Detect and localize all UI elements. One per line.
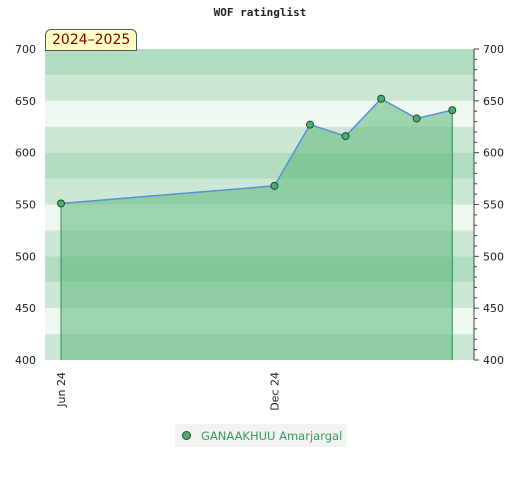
data-point <box>448 106 457 115</box>
y-tick-label-right: 450 <box>483 302 504 315</box>
y-tick-label-left: 600 <box>15 147 36 160</box>
y-tick-label-right: 700 <box>483 43 504 56</box>
x-tick-label: Jun 24 <box>55 372 68 408</box>
grid-band <box>45 74 474 101</box>
y-tick-label-right: 550 <box>483 199 504 212</box>
y-tick-label-right: 400 <box>483 354 504 367</box>
data-point <box>57 199 65 208</box>
grid-band <box>45 49 474 75</box>
y-tick-label-right: 650 <box>483 95 504 108</box>
chart-title: WOF ratinglist <box>213 6 307 19</box>
y-tick-label-right: 500 <box>483 250 504 263</box>
axes-layer: 400 400 450 450 500 500 550 550 600 600 650 650 700 7… <box>15 43 504 411</box>
y-tick-label-left: 500 <box>15 250 36 263</box>
y-tick-label-right: 600 <box>483 147 504 160</box>
data-point <box>306 120 314 129</box>
x-tick-label: Dec 24 <box>268 372 281 411</box>
y-tick-label-left: 450 <box>15 302 36 315</box>
data-point <box>341 132 350 141</box>
legend-label[interactable]: GANAAKHUU Amarjargal <box>201 428 343 443</box>
y-tick-label-left: 650 <box>15 95 36 108</box>
rating-area <box>61 98 453 360</box>
y-tick-label-left: 550 <box>15 199 36 212</box>
data-point <box>270 181 279 190</box>
points-layer <box>57 94 457 208</box>
legend-marker <box>182 431 191 440</box>
legend: GANAAKHUU Amarjargal <box>175 424 347 447</box>
season-badge: 2024–2025 <box>45 29 138 51</box>
data-point <box>412 114 421 123</box>
data-point <box>377 94 386 103</box>
y-tick-label-left: 400 <box>15 354 36 367</box>
y-tick-label-left: 700 <box>15 43 36 56</box>
